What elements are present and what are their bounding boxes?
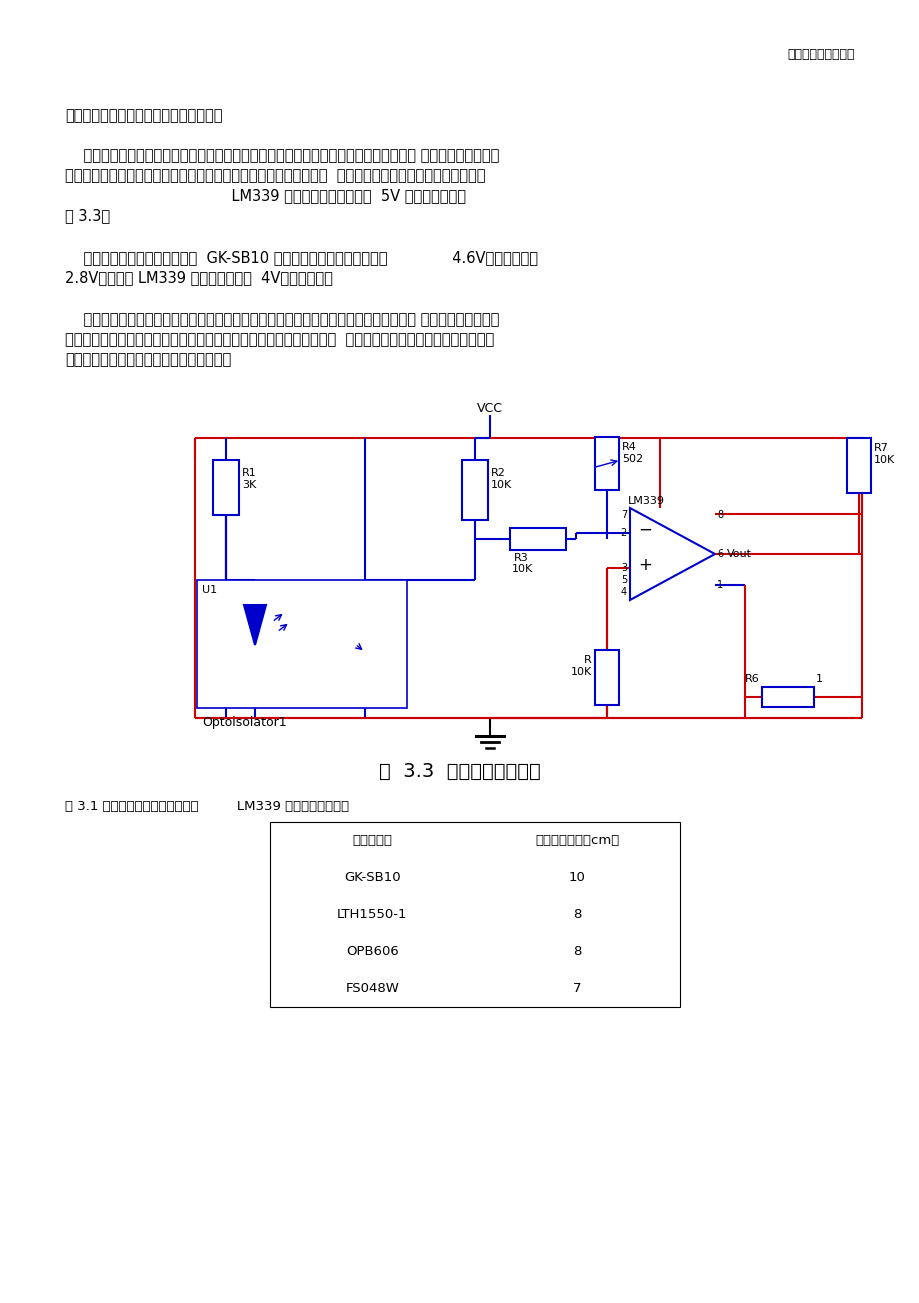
Text: 离的路面。但是，通过试验，此法不成立。: 离的路面。但是，通过试验，此法不成立。: [65, 352, 231, 367]
Text: 8: 8: [573, 908, 581, 921]
Text: 1: 1: [815, 674, 823, 684]
Text: 在制作过程中，我们希望光电管的有效距离越远越好，这样小车的前瞻性要好，使得车 子有更好的预判能力: 在制作过程中，我们希望光电管的有效距离越远越好，这样小车的前瞻性要好，使得车 子…: [65, 311, 499, 327]
Text: 第三章硬件电路设计: 第三章硬件电路设计: [787, 48, 854, 61]
Text: −: −: [637, 521, 652, 539]
Text: 10K: 10K: [512, 564, 533, 575]
Text: VCC: VCC: [476, 403, 503, 414]
Text: 502: 502: [621, 453, 642, 464]
Bar: [269, 822, 679, 1007]
Text: R7: R7: [873, 443, 888, 453]
Text: 10: 10: [569, 870, 585, 883]
Text: 3: 3: [620, 563, 627, 573]
Text: 2: 2: [620, 528, 627, 538]
Text: 3K: 3K: [242, 480, 256, 490]
Text: Optoisolator1: Optoisolator1: [202, 717, 287, 728]
Text: R: R: [584, 655, 591, 665]
Bar: [197, 580, 406, 708]
Text: R6: R6: [744, 674, 759, 684]
Text: 1: 1: [716, 580, 722, 590]
Text: 表 3.1 传感器测试（表中测试均接         LM339 比较输出后测试）: 表 3.1 传感器测试（表中测试均接 LM339 比较输出后测试）: [65, 800, 348, 813]
Text: 4: 4: [620, 586, 627, 597]
Text: 8: 8: [573, 945, 581, 958]
Text: LM339 比较器比较，直接输出  5V 的高低电平，如: LM339 比较器比较，直接输出 5V 的高低电平，如: [65, 188, 466, 203]
Text: 图  3.3  光电传感器电路图: 图 3.3 光电传感器电路图: [379, 762, 540, 780]
Text: 在实际调试中，我们测出来的  GK-SB10 的接收端电压在黑线情况下为              4.6V，白线情况为: 在实际调试中，我们测出来的 GK-SB10 的接收端电压在黑线情况下为 4.6V…: [65, 250, 538, 265]
Text: LM339: LM339: [628, 496, 664, 506]
Text: R2: R2: [491, 468, 505, 478]
Text: R4: R4: [621, 442, 636, 452]
Text: 10K: 10K: [873, 455, 894, 465]
Text: 5: 5: [620, 575, 627, 585]
Bar: [595, 437, 618, 490]
Text: 无需放大可直接接电阻得到合适的电压。: 无需放大可直接接电阻得到合适的电压。: [65, 108, 222, 122]
Text: FS048W: FS048W: [346, 982, 399, 995]
Text: 7: 7: [620, 509, 627, 520]
Text: 6: 6: [716, 549, 722, 559]
Text: 最大测量距离（cm）: 最大测量距离（cm）: [535, 834, 619, 847]
Text: 反射进入光敏三极管，使三极管光电流增大。由电流的变化，引起接  收端串联的电阻两端电压变化，再通过: 反射进入光敏三极管，使三极管光电流增大。由电流的变化，引起接 收端串联的电阻两端…: [65, 168, 485, 182]
Bar: [595, 650, 618, 705]
Text: LTH1550-1: LTH1550-1: [337, 908, 407, 921]
Text: GK-SB10: GK-SB10: [344, 870, 401, 883]
Bar: [509, 528, 565, 550]
Text: 10K: 10K: [491, 480, 512, 490]
Text: 10K: 10K: [570, 667, 591, 678]
Text: U1: U1: [202, 585, 217, 595]
Text: Vout: Vout: [726, 549, 751, 559]
Bar: [846, 438, 870, 493]
Bar: [461, 460, 487, 520]
Text: OPB606: OPB606: [346, 945, 399, 958]
Text: 当传感器遇到黑线时，发光二极管发射出来的光被吸收，光敏三极管光电流较低。当传 感器遇到白线时，光: 当传感器遇到黑线时，发光二极管发射出来的光被吸收，光敏三极管光电流较低。当传 感…: [65, 149, 499, 163]
Text: 传感器类型: 传感器类型: [352, 834, 392, 847]
Text: 8: 8: [716, 509, 722, 520]
Text: 图 3.3。: 图 3.3。: [65, 208, 110, 223]
Text: ，所以我们想出通过镜子反射的原理，让传感器感知镜子里面的东西，  而镜子可以通过改变角度，看到不同距: ，所以我们想出通过镜子反射的原理，让传感器感知镜子里面的东西， 而镜子可以通过改…: [65, 332, 494, 347]
Bar: [761, 687, 813, 708]
Text: 2.8V，我们将 LM339 的比较电压调为  4V，工作正常。: 2.8V，我们将 LM339 的比较电压调为 4V，工作正常。: [65, 270, 333, 285]
Text: R1: R1: [242, 468, 256, 478]
Text: +: +: [637, 556, 652, 575]
Text: R3: R3: [514, 552, 528, 563]
Bar: [213, 460, 239, 515]
Text: 7: 7: [573, 982, 581, 995]
Polygon shape: [244, 605, 266, 645]
